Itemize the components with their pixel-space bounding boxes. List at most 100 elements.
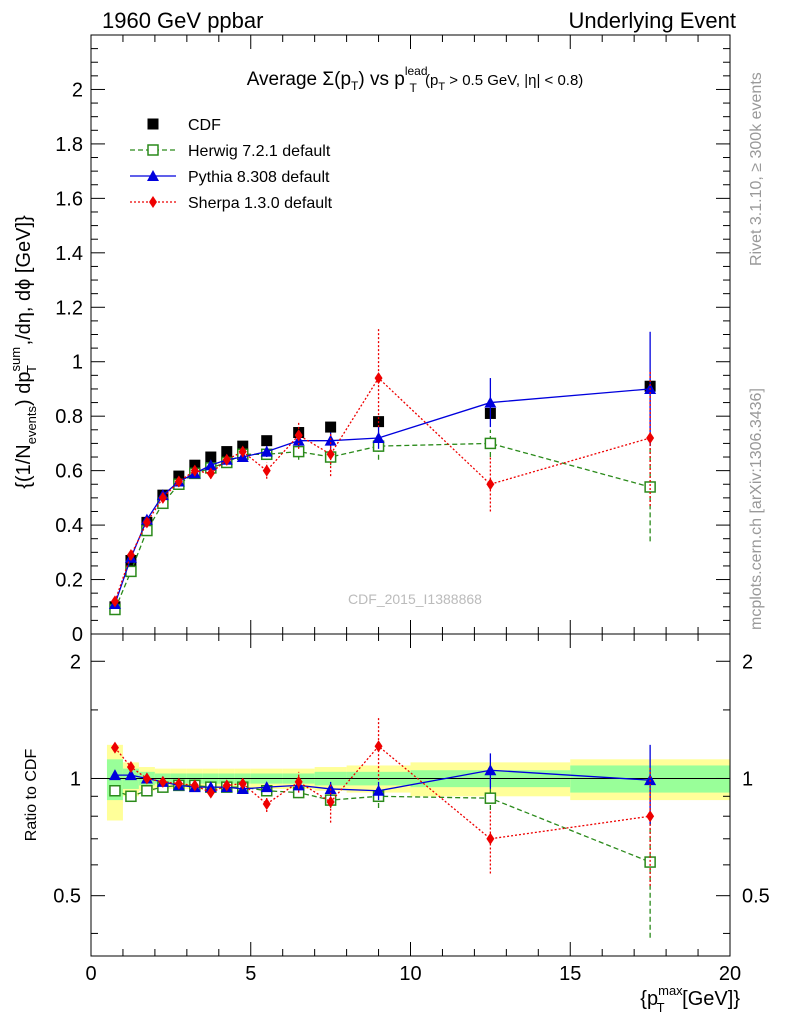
data-point [644, 481, 656, 493]
ratio-data-point [294, 775, 303, 788]
data-point [486, 478, 495, 491]
series-herwig [109, 429, 656, 616]
ratio-data-point [374, 740, 383, 753]
legend-marker [147, 144, 159, 156]
ylabel-sub-events: events [24, 405, 39, 444]
title-part-a: Average [247, 69, 323, 90]
data-point [484, 396, 497, 408]
ratio-ytick-label-right: 0.5 [742, 886, 770, 908]
ratio-data-point [108, 769, 121, 781]
data-point [206, 467, 215, 480]
ratio-xtick-label: 10 [399, 963, 421, 985]
ratio-data-point [125, 790, 137, 803]
title-sup-lead: lead [405, 64, 428, 78]
xlabel-sup-max: max [658, 983, 683, 998]
ratio-data-point [260, 781, 273, 793]
legend-label: Pythia 8.308 default [188, 169, 330, 186]
legend-item: Pythia 8.308 default [130, 169, 330, 186]
ratio-data-point [486, 832, 495, 845]
data-point [326, 448, 335, 461]
data-point [174, 475, 183, 488]
ratio-xlabel: {pmax T [GeV]} [640, 983, 740, 1015]
title-part-d: > 0.5 GeV, |η| < 0.8) [445, 72, 583, 89]
ylabel-part-c: ,/dη, dϕ [GeV]} [13, 215, 35, 351]
main-ytick-label: 0 [72, 624, 83, 646]
data-point [325, 421, 337, 433]
legend-marker [147, 170, 159, 181]
data-point [374, 372, 383, 385]
ratio-data-point [110, 741, 119, 754]
ylabel-part-a: {(1/N [13, 444, 35, 488]
main-ytick-label: 1.4 [55, 243, 83, 265]
ratio-data-point [484, 792, 497, 804]
legend-item: Sherpa 1.3.0 default [130, 195, 333, 212]
ratio-panel-ticks: 0.5 0.51 12 20 5 10 15 20 [53, 634, 770, 985]
series-cdf [109, 380, 656, 613]
data-point [484, 437, 497, 450]
data-point [261, 435, 273, 447]
ratio-ytick-label-right: 1 [742, 768, 753, 790]
title-sub-t3: T [438, 81, 445, 93]
main-ytick-label: 0.4 [55, 515, 83, 537]
ratio-data-point [206, 786, 215, 799]
ylabel-sub-t: T [24, 365, 39, 373]
main-ytick-label: 1.6 [55, 188, 83, 210]
series-line [114, 377, 651, 602]
ratio-ylabel: Ratio to CDF [23, 749, 40, 842]
legend-marker [149, 196, 157, 208]
data-point [190, 464, 199, 477]
ylabel-part-b: ) dp [13, 372, 35, 406]
legend-label: Sherpa 1.3.0 default [188, 195, 333, 212]
title-sub-t2: T [410, 81, 418, 95]
data-point [294, 429, 303, 442]
main-panel-ticks: 0 0.2 0.4 0.6 0.8 1 1.2 1.4 1.6 1.8 2 [55, 35, 731, 646]
main-ytick-label: 0.2 [55, 570, 83, 592]
main-ytick-label: 1.2 [55, 297, 83, 319]
data-point [222, 453, 231, 466]
ratio-data-point [126, 761, 135, 774]
series-sherpa [110, 329, 655, 608]
ratio-ytick-label: 2 [70, 651, 81, 673]
data-point [204, 459, 217, 471]
ratio-xtick-label: 0 [85, 963, 96, 985]
ratio-data-point [238, 777, 247, 790]
data-point [110, 595, 119, 608]
ratio-xtick-label: 20 [719, 963, 741, 985]
data-point [260, 445, 273, 457]
ratio-data-point [222, 779, 231, 792]
watermark: CDF_2015_I1388868 [348, 591, 482, 607]
legend-item: Herwig 7.2.1 default [130, 143, 331, 160]
main-ytick-label: 1.8 [55, 134, 83, 156]
ratio-ytick-label: 1 [70, 768, 81, 790]
main-ytick-label: 2 [72, 79, 83, 101]
data-point [646, 431, 655, 444]
data-point [262, 464, 271, 477]
ratio-data-point [124, 769, 137, 781]
ratio-ytick-label: 0.5 [53, 886, 81, 908]
legend-item: CDF [147, 117, 221, 134]
ratio-data-point [644, 774, 657, 786]
svg-text:{(1/Nevents) dpsumT ,/dη, dϕ [: {(1/Nevents) dpsumT ,/dη, dϕ [GeV]} [8, 215, 39, 489]
main-ytick-label: 0.8 [55, 406, 83, 428]
ratio-data-point [372, 784, 385, 796]
legend-marker [147, 118, 159, 130]
ratio-data-point [142, 772, 151, 785]
ratio-data-point [190, 779, 199, 792]
title-part-c: (p [421, 72, 439, 89]
data-point [292, 445, 305, 458]
ratio-data-point [109, 785, 121, 797]
main-ylabel: {(1/Nevents) dpsumT ,/dη, dϕ [GeV]} [8, 215, 39, 489]
main-panel-frame [90, 34, 731, 635]
main-ytick-label: 0.6 [55, 461, 83, 483]
header-right: Underlying Event [568, 8, 736, 33]
data-point [126, 549, 135, 562]
ratio-data-point [174, 777, 183, 790]
data-point [158, 491, 167, 504]
data-point [205, 451, 217, 463]
ratio-series-herwig [109, 779, 656, 938]
ratio-series-sherpa [110, 717, 655, 886]
data-point [372, 431, 385, 443]
ratio-data-point [646, 810, 655, 823]
legend-label: Herwig 7.2.1 default [188, 143, 331, 160]
